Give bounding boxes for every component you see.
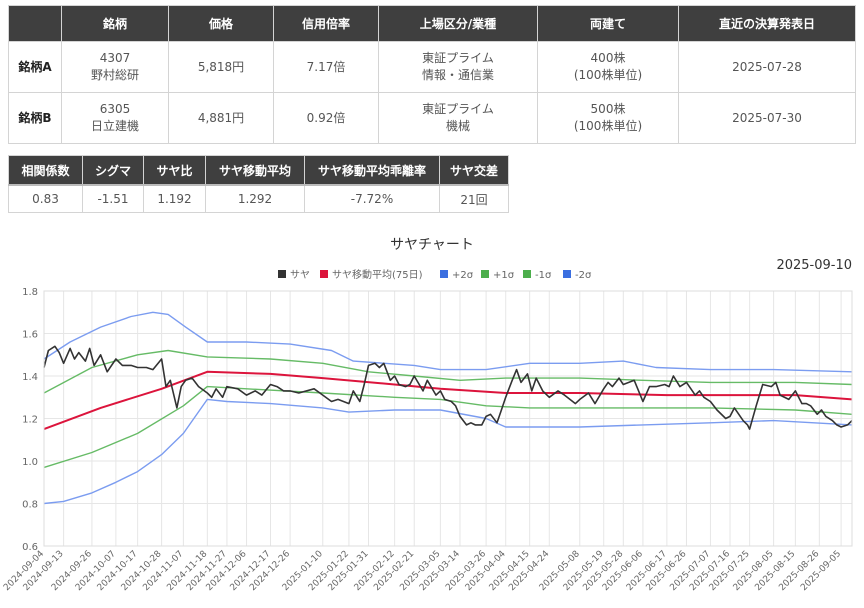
legend-swatch — [563, 270, 571, 278]
stat-sigma: -1.51 — [82, 184, 144, 213]
stats-table: 相関係数 シグマ サヤ比 サヤ移動平均 サヤ移動平均乖離率 サヤ交差 0.83 … — [8, 155, 509, 213]
stat-deviation: -7.72% — [304, 184, 440, 213]
y-tick-label: 1.0 — [22, 457, 38, 468]
row-label: 銘柄B — [8, 92, 62, 144]
margin-ratio-cell: 0.92倍 — [273, 92, 379, 144]
y-tick-label: 1.8 — [22, 287, 38, 298]
legend-swatch — [523, 270, 531, 278]
stat-header-moving-average: サヤ移動平均 — [205, 155, 305, 186]
chart-legend: サヤ サヤ移動平均(75日) +2σ +1σ -1σ -2σ — [278, 268, 592, 281]
price-cell: 4,881円 — [168, 92, 274, 144]
legend-label: サヤ移動平均(75日) — [332, 268, 423, 281]
header-position: 両建て — [537, 5, 679, 42]
stat-ratio: 1.192 — [143, 184, 206, 213]
header-margin-ratio: 信用倍率 — [273, 5, 379, 42]
stock-code: 6305 — [99, 102, 131, 116]
stocks-table: 銘柄 価格 信用倍率 上場区分/業種 両建て 直近の決算発表日 銘柄A 4307… — [8, 5, 856, 144]
stats-value-row: 0.83 -1.51 1.192 1.292 -7.72% 21回 — [8, 184, 509, 213]
legend-swatch — [440, 270, 448, 278]
quantity: 400株 — [590, 51, 626, 65]
position-cell: 500株 (100株単位) — [537, 92, 679, 144]
stocks-header-row: 銘柄 価格 信用倍率 上場区分/業種 両建て 直近の決算発表日 — [8, 5, 856, 42]
header-earnings-date: 直近の決算発表日 — [678, 5, 856, 42]
chart-grid — [43, 290, 852, 547]
stock-name: 日立建機 — [90, 119, 139, 133]
earnings-date-cell: 2025-07-28 — [678, 41, 856, 93]
header-stock: 銘柄 — [61, 5, 169, 42]
y-tick-label: 1.2 — [22, 415, 38, 426]
legend-label: +1σ — [493, 270, 515, 281]
stock-row-b: 銘柄B 6305 日立建機 4,881円 0.92倍 東証プライム 機械 500株 (… — [8, 92, 856, 144]
market: 東証プライム — [422, 102, 494, 116]
legend-swatch — [481, 270, 489, 278]
legend-label: サヤ — [290, 269, 310, 281]
sector: 情報・通信業 — [421, 68, 494, 82]
unit: (100株単位) — [573, 119, 643, 133]
stats-header-row: 相関係数 シグマ サヤ比 サヤ移動平均 サヤ移動平均乖離率 サヤ交差 — [8, 155, 509, 186]
y-tick-label: 1.6 — [22, 330, 38, 341]
unit: (100株単位) — [573, 68, 643, 82]
legend-swatch — [320, 270, 328, 278]
header-market-sector: 上場区分/業種 — [378, 5, 538, 42]
header-price: 価格 — [168, 5, 274, 42]
y-tick-label: 1.4 — [22, 372, 38, 383]
stock-name: 野村総研 — [90, 68, 139, 82]
series-line-1 — [43, 370, 853, 431]
stat-header-sigma: シグマ — [82, 155, 144, 186]
margin-ratio-cell: 7.17倍 — [273, 41, 379, 93]
legend-label: -2σ — [575, 270, 592, 281]
earnings-date-cell: 2025-07-30 — [678, 92, 856, 144]
chart-lines — [43, 311, 853, 505]
position-cell: 400株 (100株単位) — [537, 41, 679, 93]
stock-row-a: 銘柄A 4307 野村総研 5,818円 7.17倍 東証プライム 情報・通信業 4… — [8, 41, 856, 93]
chart-title: サヤチャート — [390, 237, 474, 253]
market-cell: 東証プライム 情報・通信業 — [378, 41, 538, 93]
stat-header-correlation: 相関係数 — [8, 155, 83, 186]
sector: 機械 — [445, 119, 470, 133]
series-line-2 — [43, 311, 853, 373]
y-tick-label: 0.8 — [22, 500, 38, 511]
row-label: 銘柄A — [8, 41, 62, 93]
spread-chart: サヤチャート 2025-09-10 サヤ サヤ移動平均(75日) +2σ +1σ -1σ… — [2, 237, 853, 593]
stock-code: 4307 — [99, 51, 131, 65]
chart-date: 2025-09-10 — [776, 258, 852, 273]
stat-crossings: 21回 — [439, 184, 509, 213]
stat-header-ratio: サヤ比 — [143, 155, 206, 186]
stock-cell: 6305 日立建機 — [61, 92, 169, 144]
legend-swatch — [278, 270, 286, 278]
legend-label: -1σ — [535, 270, 552, 281]
y-tick-label: 0.6 — [22, 542, 38, 553]
price-cell: 5,818円 — [168, 41, 274, 93]
market: 東証プライム — [422, 51, 494, 65]
quantity: 500株 — [590, 102, 626, 116]
chart-axes: 0.60.81.01.21.41.61.82024-09-042024-09-1… — [2, 287, 853, 593]
stat-correlation: 0.83 — [8, 184, 83, 213]
series-line-0 — [43, 345, 853, 430]
series-line-5 — [43, 398, 853, 505]
plot-area-border — [43, 290, 853, 547]
series-line-4 — [43, 385, 853, 469]
stat-moving-average: 1.292 — [205, 184, 305, 213]
header-blank — [8, 5, 62, 42]
legend-label: +2σ — [452, 270, 474, 281]
stat-header-crossings: サヤ交差 — [439, 155, 509, 186]
stock-cell: 4307 野村総研 — [61, 41, 169, 93]
stat-header-deviation: サヤ移動平均乖離率 — [304, 155, 440, 186]
market-cell: 東証プライム 機械 — [378, 92, 538, 144]
